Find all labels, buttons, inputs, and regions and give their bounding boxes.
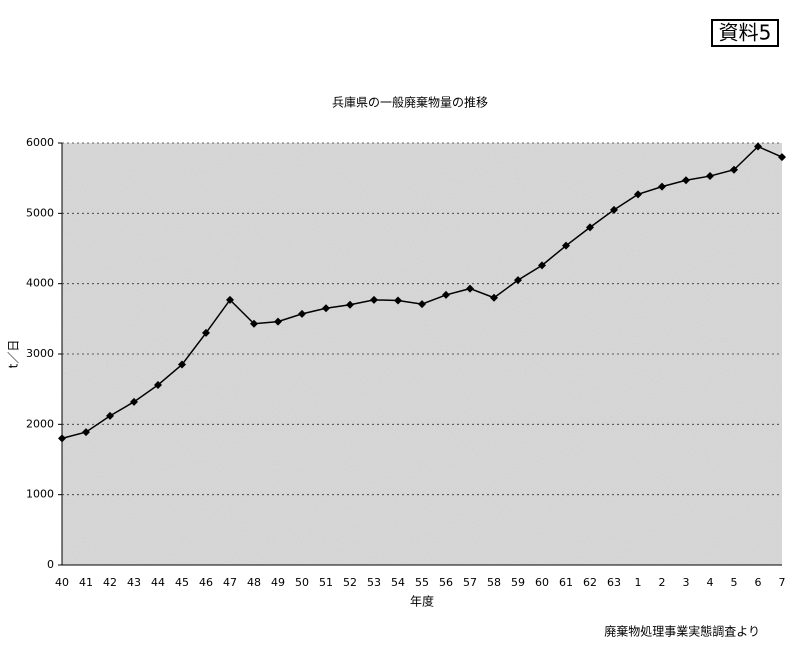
- point-marker: [778, 153, 786, 162]
- source-note: 廃棄物処理事業実態調査より: [604, 624, 760, 639]
- point-marker: [106, 411, 114, 420]
- x-tick-label: 58: [487, 576, 501, 589]
- point-marker: [370, 295, 378, 304]
- point-marker: [706, 172, 714, 181]
- x-tick-label: 5: [731, 576, 738, 589]
- x-tick-label: 1: [635, 576, 642, 589]
- y-tick-label: 6000: [26, 136, 54, 149]
- point-marker: [658, 182, 666, 191]
- y-axis-label: t／日: [7, 340, 21, 369]
- point-marker: [274, 317, 282, 326]
- badge: 資料5: [719, 21, 772, 45]
- x-axis-label: 年度: [410, 594, 434, 609]
- y-tick-label: 4000: [26, 277, 54, 290]
- y-tick-label: 1000: [26, 488, 54, 501]
- x-tick-label: 56: [439, 576, 453, 589]
- point-marker: [514, 276, 522, 285]
- y-tick-label: 3000: [26, 347, 54, 360]
- x-tick-label: 52: [343, 576, 357, 589]
- x-tick-label: 41: [79, 576, 93, 589]
- point-marker: [466, 284, 474, 293]
- x-tick-label: 51: [319, 576, 333, 589]
- y-tick-label: 0: [47, 558, 54, 571]
- point-marker: [322, 304, 330, 313]
- point-marker: [202, 328, 210, 337]
- point-marker: [250, 319, 258, 328]
- point-marker: [58, 434, 66, 443]
- badge-box: [711, 19, 779, 47]
- point-marker: [586, 223, 594, 232]
- point-marker: [634, 190, 642, 199]
- point-marker: [130, 397, 138, 406]
- point-marker: [178, 360, 186, 369]
- point-marker: [226, 295, 234, 304]
- x-tick-label: 45: [175, 576, 189, 589]
- chart-title: 兵庫県の一般廃棄物量の推移: [332, 95, 488, 110]
- x-tick-label: 43: [127, 576, 141, 589]
- point-marker: [154, 380, 162, 389]
- point-marker: [490, 293, 498, 302]
- x-tick-label: 7: [779, 576, 786, 589]
- x-tick-label: 40: [55, 576, 69, 589]
- x-tick-label: 59: [511, 576, 525, 589]
- point-marker: [562, 241, 570, 250]
- point-marker: [346, 300, 354, 309]
- point-marker: [754, 142, 762, 151]
- x-tick-label: 63: [607, 576, 621, 589]
- x-tick-label: 54: [391, 576, 405, 589]
- point-marker: [610, 205, 618, 214]
- y-tick-label: 2000: [26, 417, 54, 430]
- x-tick-label: 55: [415, 576, 429, 589]
- point-marker: [682, 176, 690, 185]
- point-marker: [538, 261, 546, 270]
- x-tick-label: 6: [755, 576, 762, 589]
- point-marker: [442, 290, 450, 299]
- x-tick-label: 61: [559, 576, 573, 589]
- x-tick-label: 4: [707, 576, 714, 589]
- x-tick-label: 44: [151, 576, 165, 589]
- y-tick-label: 5000: [26, 206, 54, 219]
- point-marker: [418, 300, 426, 309]
- x-tick-label: 60: [535, 576, 549, 589]
- x-tick-label: 48: [247, 576, 261, 589]
- point-marker: [394, 296, 402, 305]
- point-marker: [82, 428, 90, 437]
- x-tick-label: 47: [223, 576, 237, 589]
- x-tick-label: 3: [683, 576, 690, 589]
- x-tick-label: 2: [659, 576, 666, 589]
- x-tick-label: 49: [271, 576, 285, 589]
- point-marker: [730, 165, 738, 174]
- x-tick-label: 62: [583, 576, 597, 589]
- x-tick-label: 46: [199, 576, 213, 589]
- x-tick-label: 42: [103, 576, 117, 589]
- x-tick-label: 53: [367, 576, 381, 589]
- point-marker: [298, 309, 306, 318]
- x-tick-label: 50: [295, 576, 309, 589]
- x-tick-label: 57: [463, 576, 477, 589]
